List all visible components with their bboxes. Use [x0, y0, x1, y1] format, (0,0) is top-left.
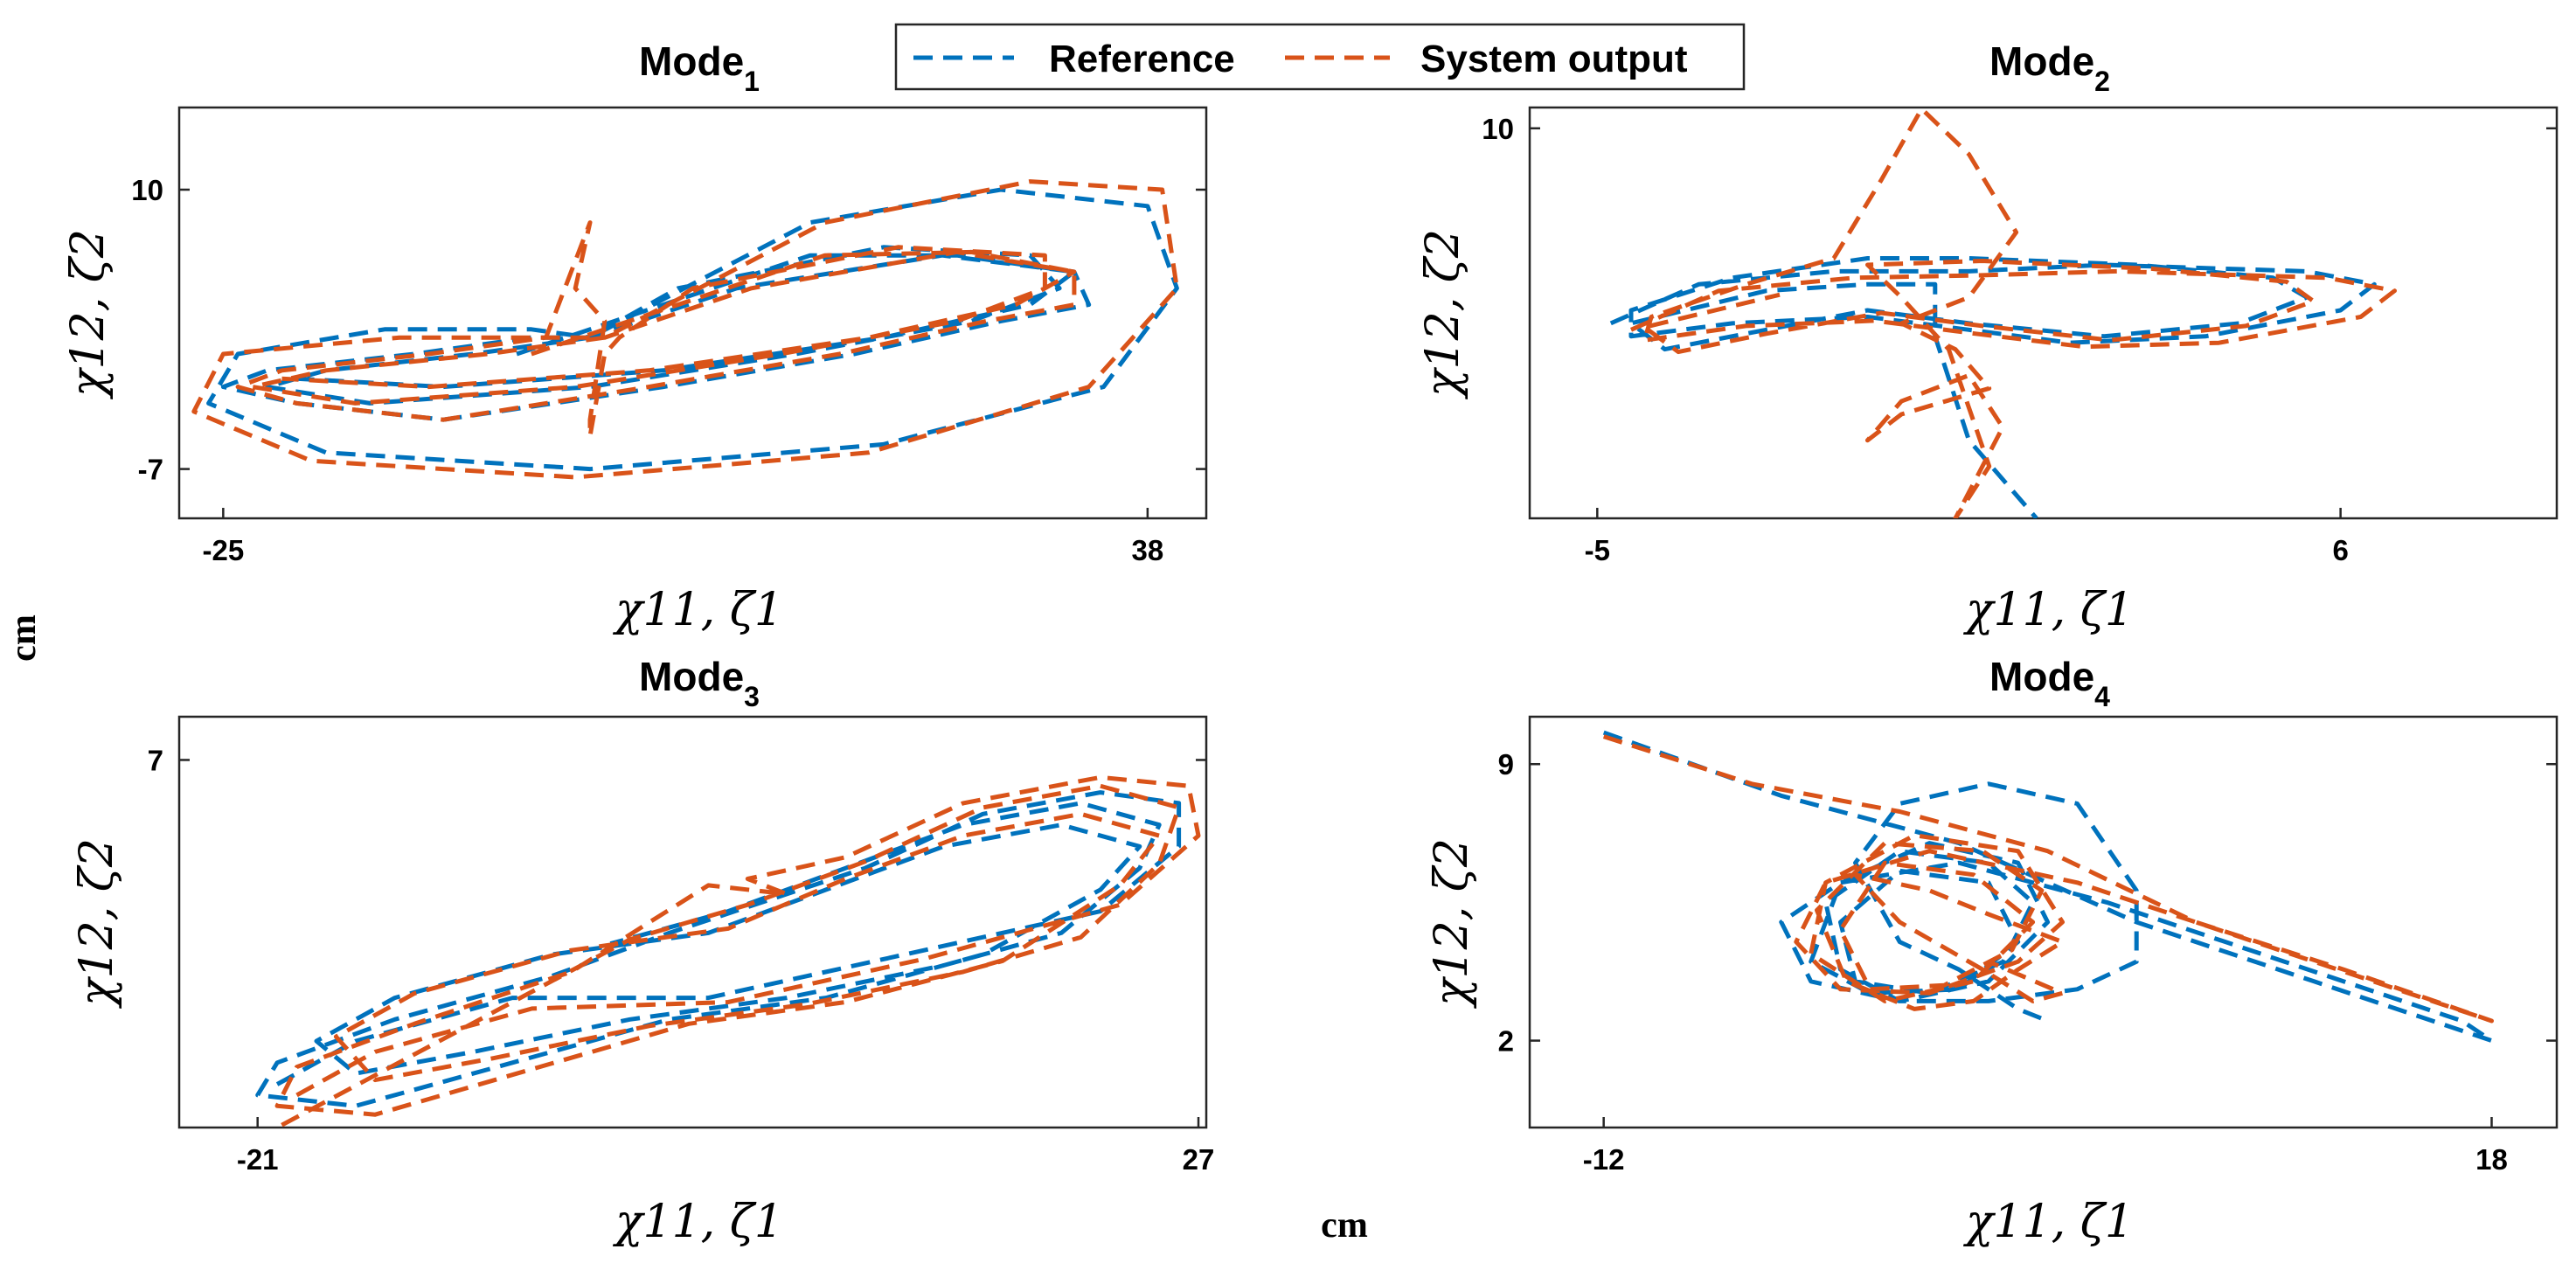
- panel-3-axes: [177, 715, 1208, 1129]
- panel-4-series-reference: [1602, 730, 2494, 1044]
- panel-1-xlabel: χ11, ζ1: [612, 584, 783, 636]
- panel-2-axes: [1528, 106, 2559, 520]
- panel-2-ytick-label: 10: [1482, 113, 1514, 145]
- legend: Reference System output: [894, 23, 1746, 91]
- legend-output-label: System output: [1420, 38, 1688, 80]
- panel-1-series-reference: [206, 187, 1179, 472]
- panel-4-ytick-label: 2: [1498, 1025, 1514, 1058]
- panel-1-ytick-label: -7: [138, 454, 163, 486]
- legend-reference-label: Reference: [1049, 38, 1235, 80]
- panel-1-ylabel: χ12, ζ2: [62, 229, 115, 400]
- panel-4-ylabel: χ12, ζ2: [1426, 838, 1478, 1010]
- panel-1-xtick-label: -25: [203, 534, 245, 566]
- panel-4-axes: [1528, 715, 2559, 1129]
- panel-4-xlabel: χ11, ζ1: [1962, 1196, 2134, 1248]
- panel-4-ticks: -12 18 2 9: [1498, 748, 2557, 1176]
- panel-1-plot: [191, 179, 1179, 480]
- panel-1-ticks: -25 38 -7 10: [131, 174, 1206, 566]
- panel-2-xlabel: χ11, ζ1: [1962, 584, 2134, 636]
- panel-4-series-system-output: [1602, 734, 2494, 1024]
- panel-2-ticks: -5 6 10: [1482, 113, 2557, 566]
- panel-3-xlabel: χ11, ζ1: [612, 1196, 783, 1248]
- panel-3-plot: [255, 774, 1201, 1128]
- panel-2-xtick-label: -5: [1585, 534, 1610, 566]
- shared-ylabel-unit: cm: [3, 614, 44, 662]
- panel-3-title: Mode3: [639, 654, 760, 712]
- panel-1-xtick-label: 38: [1131, 534, 1163, 566]
- panel-2-xtick-label: 6: [2332, 534, 2348, 566]
- panel-2-ylabel: χ12, ζ2: [1417, 229, 1469, 400]
- panel-4-plot: [1602, 730, 2494, 1044]
- panel-4-xtick-label: 18: [2475, 1143, 2508, 1176]
- panel-1-axes: [177, 106, 1208, 520]
- shared-xlabel-unit: cm: [1321, 1205, 1368, 1246]
- panel-2-series-reference: [1609, 256, 2377, 518]
- panel-3-series-system-output: [274, 774, 1201, 1128]
- panel-1-title: Mode1: [639, 38, 760, 97]
- panel-1-ytick-label: 10: [131, 174, 163, 206]
- panel-4-ytick-label: 9: [1498, 748, 1514, 781]
- panel-3-xtick-label: 27: [1183, 1143, 1215, 1176]
- panel-3-series-reference: [255, 790, 1182, 1108]
- panel-2-plot: [1609, 108, 2397, 518]
- panel-3-ticks: -21 27 7: [148, 744, 1215, 1176]
- panel-1-series-system-output: [191, 179, 1179, 480]
- panel-2-series-system-output: [1629, 108, 2397, 518]
- panel-3-ylabel: χ12, ζ2: [71, 838, 123, 1010]
- panel-4-title: Mode4: [1989, 654, 2110, 712]
- panel-2-title: Mode2: [1989, 38, 2110, 97]
- panel-3-xtick-label: -21: [237, 1143, 279, 1176]
- panel-4-xtick-label: -12: [1583, 1143, 1625, 1176]
- panel-3-ytick-label: 7: [148, 744, 163, 776]
